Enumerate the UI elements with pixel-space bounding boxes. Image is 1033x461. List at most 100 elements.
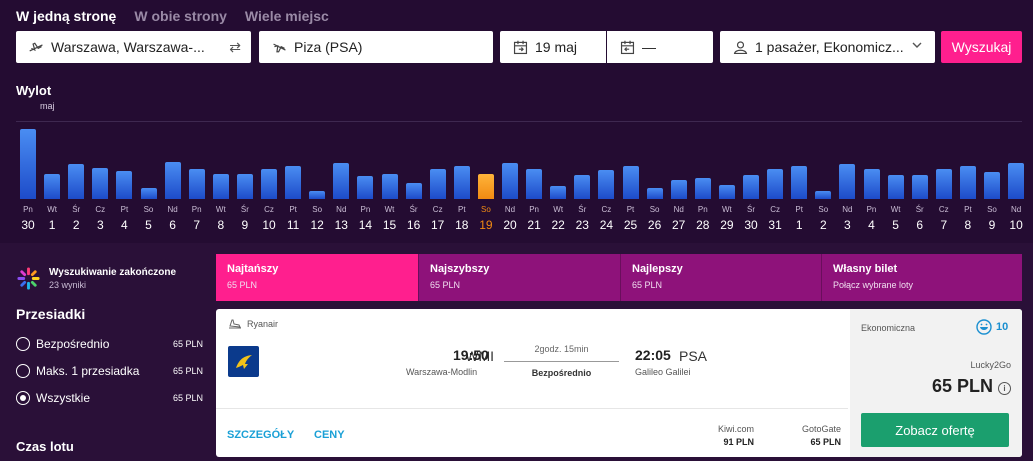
date-column[interactable]: Nd 10 — [1004, 122, 1028, 234]
price-bar[interactable] — [646, 188, 663, 199]
price-bar[interactable] — [20, 129, 36, 199]
price-bar[interactable] — [911, 175, 928, 199]
date-column[interactable]: Pt 1 — [787, 122, 811, 234]
price-bar[interactable] — [68, 164, 85, 199]
filter-all[interactable]: Wszystkie 65 PLN — [16, 391, 203, 405]
price-bar[interactable] — [502, 163, 518, 199]
date-column[interactable]: Pn 30 — [16, 122, 40, 234]
price-bar[interactable] — [743, 175, 759, 199]
date-column[interactable]: Śr 9 — [233, 122, 257, 234]
price-bar[interactable] — [285, 166, 302, 199]
date-column[interactable]: Wt 1 — [40, 122, 64, 234]
date-column[interactable]: Pt 4 — [112, 122, 136, 234]
date-column[interactable]: Pn 21 — [522, 122, 546, 234]
price-bar[interactable] — [429, 169, 446, 199]
price-bar[interactable] — [887, 175, 904, 199]
result-card[interactable]: Ryanair WMI 19:50 Warszawa-Modlin 2godz.… — [216, 309, 1022, 457]
search-button[interactable]: Wyszukaj — [941, 31, 1022, 63]
price-bar[interactable] — [357, 176, 374, 199]
date-column[interactable]: Śr 23 — [570, 122, 594, 234]
price-bar[interactable] — [212, 174, 229, 199]
price-bar[interactable] — [815, 191, 832, 199]
price-bar[interactable] — [236, 174, 253, 199]
passengers-field[interactable]: 1 pasażer, Ekonomicz... — [720, 31, 935, 63]
price-bar[interactable] — [140, 188, 157, 199]
price-bar[interactable] — [550, 186, 567, 199]
sort-tab-own-ticket[interactable]: Własny bilet Połącz wybrane loty — [821, 254, 1022, 301]
sort-tab-fastest[interactable]: Najszybszy 65 PLN — [418, 254, 620, 301]
price-bar[interactable] — [405, 183, 422, 199]
date-column[interactable]: Śr 6 — [908, 122, 932, 234]
price-bar[interactable] — [718, 185, 735, 199]
date-column[interactable]: So 5 — [137, 122, 161, 234]
info-icon[interactable]: i — [998, 382, 1011, 395]
date-column[interactable]: So 9 — [980, 122, 1004, 234]
details-link[interactable]: SZCZEGÓŁY — [227, 429, 295, 441]
comfort-score[interactable]: 10 — [976, 319, 1008, 335]
date-column[interactable]: So 2 — [811, 122, 835, 234]
date-column[interactable]: Cz 17 — [426, 122, 450, 234]
date-column[interactable]: Pn 14 — [353, 122, 377, 234]
sort-tab-best[interactable]: Najlepszy 65 PLN — [620, 254, 821, 301]
date-column[interactable]: Wt 5 — [884, 122, 908, 234]
date-column[interactable]: Pn 28 — [691, 122, 715, 234]
tab-round-trip[interactable]: W obie strony — [134, 8, 227, 24]
price-bar[interactable] — [116, 171, 133, 199]
return-date-field[interactable]: — — [607, 31, 713, 63]
date-column[interactable]: Pn 7 — [185, 122, 209, 234]
price-bar[interactable] — [92, 168, 109, 199]
tab-multi-city[interactable]: Wiele miejsc — [244, 8, 329, 24]
date-column[interactable]: Nd 13 — [329, 122, 353, 234]
filter-direct[interactable]: Bezpośrednio 65 PLN — [16, 337, 203, 351]
date-column[interactable]: So 19 — [474, 122, 498, 234]
date-column[interactable]: Pt 8 — [956, 122, 980, 234]
price-bar[interactable] — [670, 180, 687, 199]
price-bar[interactable] — [333, 163, 350, 199]
price-bar[interactable] — [309, 191, 326, 199]
departure-date-field[interactable]: 19 maj — [500, 31, 606, 63]
swap-icon[interactable]: ⇄ — [229, 39, 241, 55]
date-column[interactable]: Cz 31 — [763, 122, 787, 234]
date-column[interactable]: Nd 6 — [161, 122, 185, 234]
date-column[interactable]: Wt 8 — [209, 122, 233, 234]
radio-button[interactable] — [16, 364, 30, 378]
radio-button[interactable] — [16, 337, 30, 351]
price-bar[interactable] — [839, 164, 856, 199]
destination-field[interactable]: Piza (PSA) — [259, 31, 493, 63]
price-bar[interactable] — [453, 166, 470, 199]
date-column[interactable]: Pt 11 — [281, 122, 305, 234]
date-column[interactable]: Nd 3 — [835, 122, 859, 234]
price-bar[interactable] — [44, 174, 61, 199]
date-column[interactable]: So 26 — [643, 122, 667, 234]
price-bar[interactable] — [863, 169, 880, 199]
date-column[interactable]: Pn 4 — [860, 122, 884, 234]
price-bar[interactable] — [1008, 163, 1025, 199]
origin-field[interactable]: Warszawa, Warszawa-... ⇄ — [16, 31, 251, 63]
price-bar[interactable] — [791, 166, 808, 199]
radio-button-selected[interactable] — [16, 391, 30, 405]
date-column[interactable]: Cz 3 — [88, 122, 112, 234]
price-bar[interactable] — [598, 170, 615, 199]
ota-offer-gotogate[interactable]: GotoGate 65 PLN — [802, 423, 841, 449]
date-column[interactable]: Wt 15 — [378, 122, 402, 234]
price-bar[interactable] — [261, 169, 277, 199]
filter-max-one-stop[interactable]: Maks. 1 przesiadka 65 PLN — [16, 364, 203, 378]
date-column[interactable]: Śr 2 — [64, 122, 88, 234]
price-bar[interactable] — [526, 169, 543, 199]
price-bar[interactable] — [935, 169, 952, 199]
price-bar[interactable] — [622, 166, 639, 199]
date-column[interactable]: Wt 22 — [546, 122, 570, 234]
price-bar[interactable] — [984, 172, 1000, 199]
price-bar[interactable] — [767, 169, 784, 199]
date-column[interactable]: Śr 16 — [402, 122, 426, 234]
date-column[interactable]: Cz 10 — [257, 122, 281, 234]
date-column[interactable]: Cz 7 — [932, 122, 956, 234]
ota-offer-kiwi[interactable]: Kiwi.com 91 PLN — [718, 423, 754, 449]
tab-one-way[interactable]: W jedną stronę — [16, 8, 117, 24]
date-column[interactable]: Śr 30 — [739, 122, 763, 234]
price-bar[interactable] — [381, 174, 398, 199]
view-offer-button[interactable]: Zobacz ofertę — [861, 413, 1009, 447]
price-bar[interactable] — [694, 178, 711, 199]
date-column[interactable]: Cz 24 — [594, 122, 618, 234]
date-column[interactable]: So 12 — [305, 122, 329, 234]
